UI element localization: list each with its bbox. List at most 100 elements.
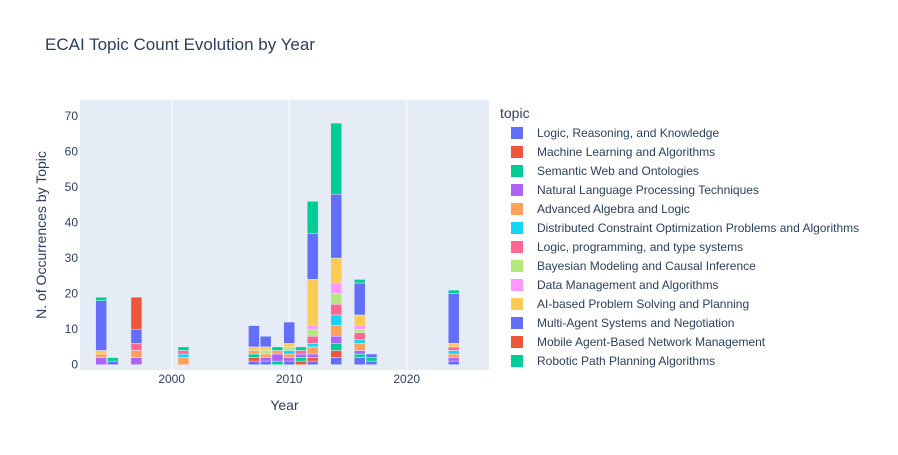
bar-segment[interactable] [95, 296, 107, 301]
bar-segment[interactable] [353, 282, 366, 316]
bar-segment[interactable] [330, 314, 342, 326]
legend-swatch[interactable] [511, 222, 523, 234]
bar-segment[interactable] [259, 336, 272, 348]
bar-segment[interactable] [306, 336, 319, 344]
bar-segment[interactable] [330, 122, 342, 195]
bar-segment[interactable] [95, 357, 107, 365]
bar-segment[interactable] [306, 232, 319, 280]
bar-segment[interactable] [130, 357, 143, 365]
bar-segment[interactable] [283, 346, 295, 351]
bar-segment[interactable] [295, 353, 307, 358]
legend-item-label[interactable]: Semantic Web and Ontologies [537, 164, 699, 178]
bar-segment[interactable] [365, 357, 378, 362]
bar-segment[interactable] [306, 360, 319, 365]
bar-segment[interactable] [353, 325, 366, 330]
bar-segment[interactable] [283, 321, 295, 344]
bar-segment[interactable] [330, 350, 342, 358]
bar-segment[interactable] [353, 279, 366, 284]
bar-segment[interactable] [95, 300, 107, 351]
bar-segment[interactable] [295, 350, 307, 355]
bar-segment[interactable] [330, 257, 342, 284]
legend-swatch[interactable] [511, 260, 523, 272]
legend-swatch[interactable] [511, 298, 523, 310]
bar-segment[interactable] [177, 353, 190, 358]
legend-item-label[interactable]: AI-based Problem Solving and Planning [537, 297, 749, 311]
bar-segment[interactable] [330, 282, 342, 294]
bar-segment[interactable] [259, 346, 272, 351]
bar-segment[interactable] [330, 357, 342, 365]
bar-segment[interactable] [259, 350, 272, 355]
bar-segment[interactable] [306, 279, 319, 326]
bar-segment[interactable] [447, 346, 460, 351]
bar-segment[interactable] [271, 360, 284, 365]
legend-swatch[interactable] [511, 279, 523, 291]
bar-segment[interactable] [283, 360, 295, 365]
legend-swatch[interactable] [511, 203, 523, 215]
legend-item-label[interactable]: Logic, programming, and type systems [537, 240, 743, 254]
bar-segment[interactable] [330, 193, 342, 259]
bar-segment[interactable] [306, 343, 319, 348]
bar-segment[interactable] [271, 353, 284, 362]
bar-segment[interactable] [271, 350, 284, 355]
bar-segment[interactable] [353, 314, 366, 326]
bar-segment[interactable] [447, 353, 460, 358]
bar-segment[interactable] [447, 360, 460, 365]
bar-segment[interactable] [177, 346, 190, 351]
legend-swatch[interactable] [511, 355, 523, 367]
bar-segment[interactable] [330, 343, 342, 351]
bar-segment[interactable] [353, 357, 366, 365]
legend-item-label[interactable]: Mobile Agent-Based Network Management [537, 335, 766, 349]
bar-segment[interactable] [130, 343, 143, 351]
bar-segment[interactable] [447, 357, 460, 362]
bar-segment[interactable] [295, 346, 307, 351]
legend-item-label[interactable]: Distributed Constraint Optimization Prob… [537, 221, 859, 235]
bar-segment[interactable] [447, 343, 460, 348]
bar-segment[interactable] [353, 332, 366, 341]
legend-item-label[interactable]: Logic, Reasoning, and Knowledge [537, 126, 719, 140]
legend-item-label[interactable]: Natural Language Processing Techniques [537, 183, 759, 197]
bar-segment[interactable] [330, 304, 342, 316]
bar-segment[interactable] [306, 325, 319, 330]
bar-segment[interactable] [295, 360, 307, 365]
legend-item-label[interactable]: Advanced Algebra and Logic [537, 202, 690, 216]
bar-segment[interactable] [447, 293, 460, 344]
bar-segment[interactable] [330, 293, 342, 305]
bar-segment[interactable] [248, 350, 260, 355]
bar-segment[interactable] [248, 353, 260, 358]
bar-segment[interactable] [283, 343, 295, 348]
bar-segment[interactable] [365, 360, 378, 365]
bar-segment[interactable] [353, 350, 366, 355]
bar-segment[interactable] [330, 336, 342, 344]
legend-item-label[interactable]: Machine Learning and Algorithms [537, 145, 715, 159]
bar-segment[interactable] [447, 289, 460, 294]
bar-segment[interactable] [248, 360, 260, 365]
bar-segment[interactable] [248, 325, 260, 348]
legend-swatch[interactable] [511, 127, 523, 139]
legend-swatch[interactable] [511, 241, 523, 253]
bar-segment[interactable] [306, 201, 319, 234]
legend-swatch[interactable] [511, 336, 523, 348]
bar-segment[interactable] [353, 353, 366, 358]
bar-segment[interactable] [130, 296, 143, 330]
legend-swatch[interactable] [511, 317, 523, 329]
legend-swatch[interactable] [511, 184, 523, 196]
bar-segment[interactable] [283, 357, 295, 362]
bar-segment[interactable] [306, 357, 319, 362]
bar-segment[interactable] [177, 357, 190, 365]
legend-swatch[interactable] [511, 165, 523, 177]
bar-segment[interactable] [330, 325, 342, 337]
bar-segment[interactable] [95, 350, 107, 355]
bar-segment[interactable] [259, 360, 272, 365]
bar-segment[interactable] [365, 353, 378, 358]
legend-item-label[interactable]: Multi-Agent Systems and Negotiation [537, 316, 734, 330]
bar-segment[interactable] [306, 328, 319, 337]
legend-item-label[interactable]: Robotic Path Planning Algorithms [537, 354, 715, 368]
bar-segment[interactable] [283, 353, 295, 358]
legend-swatch[interactable] [511, 146, 523, 158]
bar-segment[interactable] [259, 353, 272, 358]
bar-segment[interactable] [259, 357, 272, 362]
bar-segment[interactable] [271, 346, 284, 351]
legend-item-label[interactable]: Bayesian Modeling and Causal Inference [537, 259, 756, 273]
bar-segment[interactable] [353, 328, 366, 333]
bar-segment[interactable] [130, 328, 143, 344]
